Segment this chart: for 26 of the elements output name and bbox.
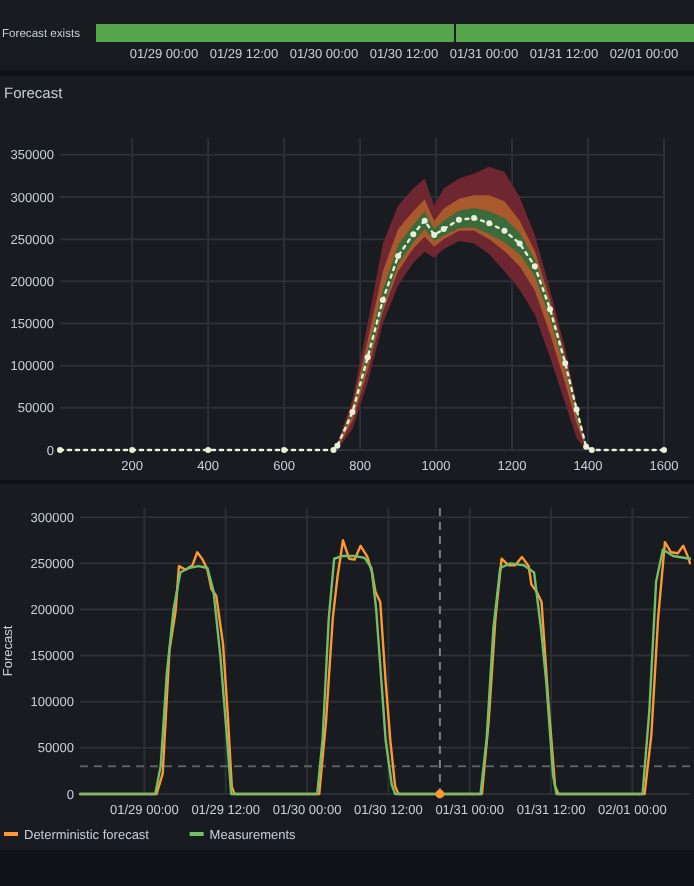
point [583, 443, 590, 450]
point [129, 447, 136, 453]
point [486, 220, 493, 227]
point [379, 296, 386, 303]
point [471, 215, 478, 222]
point [205, 447, 212, 453]
point [421, 217, 428, 224]
point [516, 240, 523, 247]
point [501, 227, 508, 234]
point [661, 447, 667, 453]
point [334, 442, 341, 449]
point [395, 253, 402, 260]
point [330, 447, 337, 453]
point [573, 406, 580, 413]
point [588, 447, 595, 453]
point [562, 360, 569, 367]
point [364, 354, 371, 361]
point [547, 306, 554, 313]
point [281, 447, 288, 453]
point [531, 263, 538, 270]
point [349, 409, 356, 416]
point [455, 216, 462, 223]
point [440, 226, 447, 233]
point [57, 447, 63, 453]
point [431, 231, 438, 238]
point [410, 231, 417, 238]
